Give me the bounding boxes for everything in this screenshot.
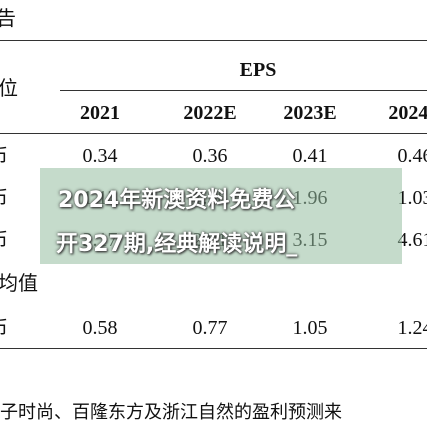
watermark-text: 2024年新澳资料免费公 (58, 188, 296, 213)
cell: 0.58 (82, 317, 118, 339)
watermark-text: 开327期,经典解读说明_ (56, 232, 298, 257)
rule (0, 133, 427, 134)
cell: 0.34 (82, 145, 118, 167)
cell: 0.41 (292, 145, 328, 167)
rule (0, 40, 427, 41)
row-label: 币 (0, 230, 8, 250)
row-header: 位 (0, 76, 18, 100)
cell: 0.77 (192, 317, 228, 339)
group-header: EPS (239, 59, 277, 81)
rule (0, 348, 427, 349)
row-label: 币 (0, 146, 8, 166)
column-header: 2021 (80, 102, 120, 124)
cell: 0.36 (192, 145, 228, 167)
rule (60, 90, 427, 91)
cell: 4.61 (397, 229, 427, 251)
column-header: 2022E (183, 102, 237, 124)
page-title: 告 (0, 6, 16, 30)
column-header: 2024E (388, 102, 427, 124)
cell: 1.03 (397, 187, 427, 209)
row-label: 币 (0, 188, 8, 208)
row-label: 币 (0, 318, 8, 338)
cell: 0.46 (397, 145, 427, 167)
footnote: 子时尚、百隆东方及浙江自然的盈利预测来 (0, 402, 342, 423)
cell: 1.24 (397, 317, 427, 339)
column-header: 2023E (283, 102, 337, 124)
row-label: 均值 (0, 271, 38, 295)
watermark-band (40, 168, 402, 264)
cell: 1.05 (292, 317, 328, 339)
